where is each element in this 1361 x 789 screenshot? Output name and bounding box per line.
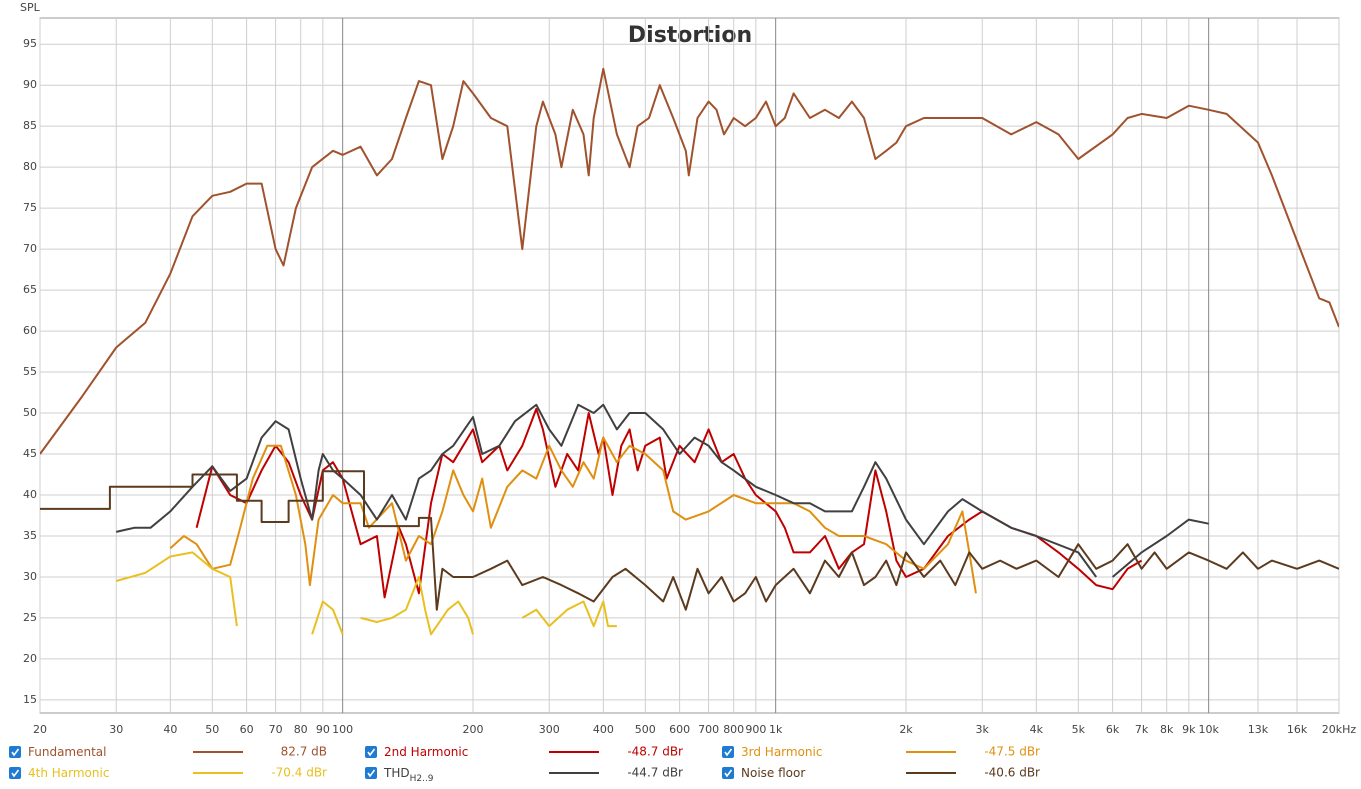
x-tick-label: 100 bbox=[332, 723, 353, 736]
x-tick-label: 20 bbox=[33, 723, 47, 736]
legend-name: Fundamental bbox=[28, 745, 107, 759]
x-tick-label: 9k bbox=[1182, 723, 1196, 736]
y-tick-label: 25 bbox=[23, 611, 37, 624]
legend-item[interactable]: 2nd Harmonic -48.7 dBr bbox=[365, 745, 683, 759]
x-tick-label: 2k bbox=[899, 723, 913, 736]
y-tick-label: 85 bbox=[23, 119, 37, 132]
x-tick-label: 900 bbox=[745, 723, 766, 736]
x-tick-label: 4k bbox=[1030, 723, 1044, 736]
legend-value: -48.7 dBr bbox=[627, 745, 683, 759]
y-tick-label: 80 bbox=[23, 160, 37, 173]
x-tick-label: 800 bbox=[723, 723, 744, 736]
legend-value: -70.4 dBr bbox=[271, 766, 327, 780]
legend-value: -40.6 dBr bbox=[984, 766, 1040, 780]
legend-name-main: 3rd Harmonic bbox=[741, 745, 822, 759]
legend-name-main: Noise floor bbox=[741, 766, 805, 780]
legend-name: 2nd Harmonic bbox=[384, 745, 468, 759]
series-line bbox=[40, 470, 1339, 611]
y-tick-label: 60 bbox=[23, 324, 37, 337]
legend-name: THDH2..9 bbox=[383, 766, 434, 784]
y-tick-label: 90 bbox=[23, 78, 37, 91]
x-tick-label: 7k bbox=[1135, 723, 1149, 736]
checkmark bbox=[724, 748, 733, 757]
legend-name-main: Fundamental bbox=[28, 745, 107, 759]
legend-name: Noise floor bbox=[741, 766, 805, 780]
x-tick-label: 300 bbox=[539, 723, 560, 736]
x-tick-label: 70 bbox=[269, 723, 283, 736]
checkbox[interactable] bbox=[365, 746, 377, 758]
y-axis-label: SPL bbox=[20, 1, 41, 14]
x-tick-label: 5k bbox=[1072, 723, 1086, 736]
legend-value: 82.7 dB bbox=[281, 745, 327, 759]
checkmark bbox=[367, 748, 376, 757]
checkbox[interactable] bbox=[9, 746, 21, 758]
x-tick-label: 3k bbox=[976, 723, 990, 736]
checkmark bbox=[11, 769, 20, 778]
legend-name: 3rd Harmonic bbox=[741, 745, 822, 759]
x-tick-label: 13k bbox=[1248, 723, 1269, 736]
legend-name-main: 2nd Harmonic bbox=[384, 745, 468, 759]
x-tick-label: 8k bbox=[1160, 723, 1174, 736]
x-tick-label: 500 bbox=[635, 723, 656, 736]
y-tick-label: 30 bbox=[23, 570, 37, 583]
checkbox[interactable] bbox=[9, 767, 21, 779]
y-tick-label: 45 bbox=[23, 447, 37, 460]
legend-name-main: 4th Harmonic bbox=[28, 766, 109, 780]
y-tick-label: 55 bbox=[23, 365, 37, 378]
x-tick-label: 50 bbox=[205, 723, 219, 736]
x-tick-label: 20kHz bbox=[1322, 723, 1357, 736]
x-tick-label: 16k bbox=[1287, 723, 1308, 736]
x-tick-label: 10k bbox=[1198, 723, 1219, 736]
y-tick-label: 70 bbox=[23, 242, 37, 255]
x-tick-label: 400 bbox=[593, 723, 614, 736]
series-line bbox=[195, 407, 1143, 599]
x-tick-label: 6k bbox=[1106, 723, 1120, 736]
y-tick-label: 35 bbox=[23, 529, 37, 542]
x-tick-label: 60 bbox=[240, 723, 254, 736]
x-tick-label: 600 bbox=[669, 723, 690, 736]
legend-item[interactable]: Noise floor -40.6 dBr bbox=[722, 766, 1040, 780]
series-line bbox=[115, 551, 617, 636]
legend-item[interactable]: 3rd Harmonic -47.5 dBr bbox=[722, 745, 1040, 759]
checkmark bbox=[724, 769, 733, 778]
y-tick-label: 40 bbox=[23, 488, 37, 501]
checkbox[interactable] bbox=[722, 767, 734, 779]
checkmark bbox=[367, 769, 376, 778]
checkbox[interactable] bbox=[722, 746, 734, 758]
legend-name-main: THD bbox=[383, 766, 410, 780]
x-tick-label: 30 bbox=[109, 723, 123, 736]
legend-name-sub: H2..9 bbox=[410, 774, 434, 784]
checkbox[interactable] bbox=[365, 767, 377, 779]
y-tick-label: 65 bbox=[23, 283, 37, 296]
legend-item[interactable]: Fundamental 82.7 dB bbox=[9, 745, 327, 759]
legend-value: -47.5 dBr bbox=[984, 745, 1040, 759]
series-line bbox=[115, 403, 1209, 578]
y-tick-label: 50 bbox=[23, 406, 37, 419]
legend-value: -44.7 dBr bbox=[627, 766, 683, 780]
x-tick-label: 700 bbox=[698, 723, 719, 736]
series-line bbox=[169, 436, 977, 594]
x-tick-label: 80 bbox=[294, 723, 308, 736]
series-line bbox=[40, 67, 1339, 455]
checkmark bbox=[11, 748, 20, 757]
legend-item[interactable]: 4th Harmonic -70.4 dBr bbox=[9, 766, 327, 780]
y-tick-label: 15 bbox=[23, 693, 37, 706]
x-tick-label: 40 bbox=[163, 723, 177, 736]
x-tick-label: 90 bbox=[316, 723, 330, 736]
y-tick-label: 20 bbox=[23, 652, 37, 665]
x-tick-label: 1k bbox=[769, 723, 783, 736]
x-tick-label: 200 bbox=[463, 723, 484, 736]
legend-name: 4th Harmonic bbox=[28, 766, 109, 780]
grid bbox=[39, 18, 1340, 713]
legend-item[interactable]: THDH2..9 -44.7 dBr bbox=[365, 766, 683, 784]
y-tick-label: 95 bbox=[23, 37, 37, 50]
y-tick-label: 75 bbox=[23, 201, 37, 214]
